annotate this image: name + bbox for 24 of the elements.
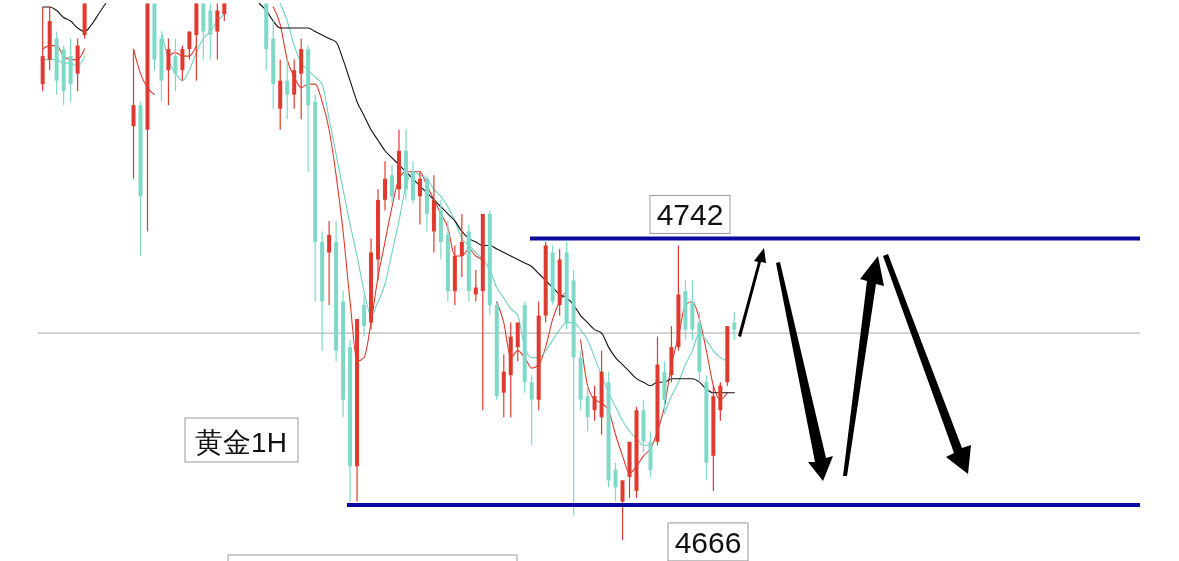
candlestick [620,479,625,541]
annotation: 黄金1H [195,427,287,458]
candlestick [585,385,590,432]
candlestick [215,2,220,61]
candlestick [459,213,464,278]
candlestick [285,59,290,120]
candlestick [173,37,178,92]
candlestick [501,353,506,418]
candlestick [417,171,422,225]
ref-line-label: 4666 [674,525,742,559]
candlestick [327,220,332,306]
candlestick [166,37,171,106]
candlestick [187,30,192,61]
candlestick [131,48,136,180]
candlestick [592,385,597,422]
candlestick [362,293,367,338]
candlestick [473,269,478,303]
candlestick [383,160,388,211]
ref-line-label: 4742 [656,198,724,232]
candlestick [613,462,618,502]
candlestick [732,311,737,341]
candlestick [529,374,534,446]
candlestick [180,44,185,82]
candlestick [389,164,394,204]
